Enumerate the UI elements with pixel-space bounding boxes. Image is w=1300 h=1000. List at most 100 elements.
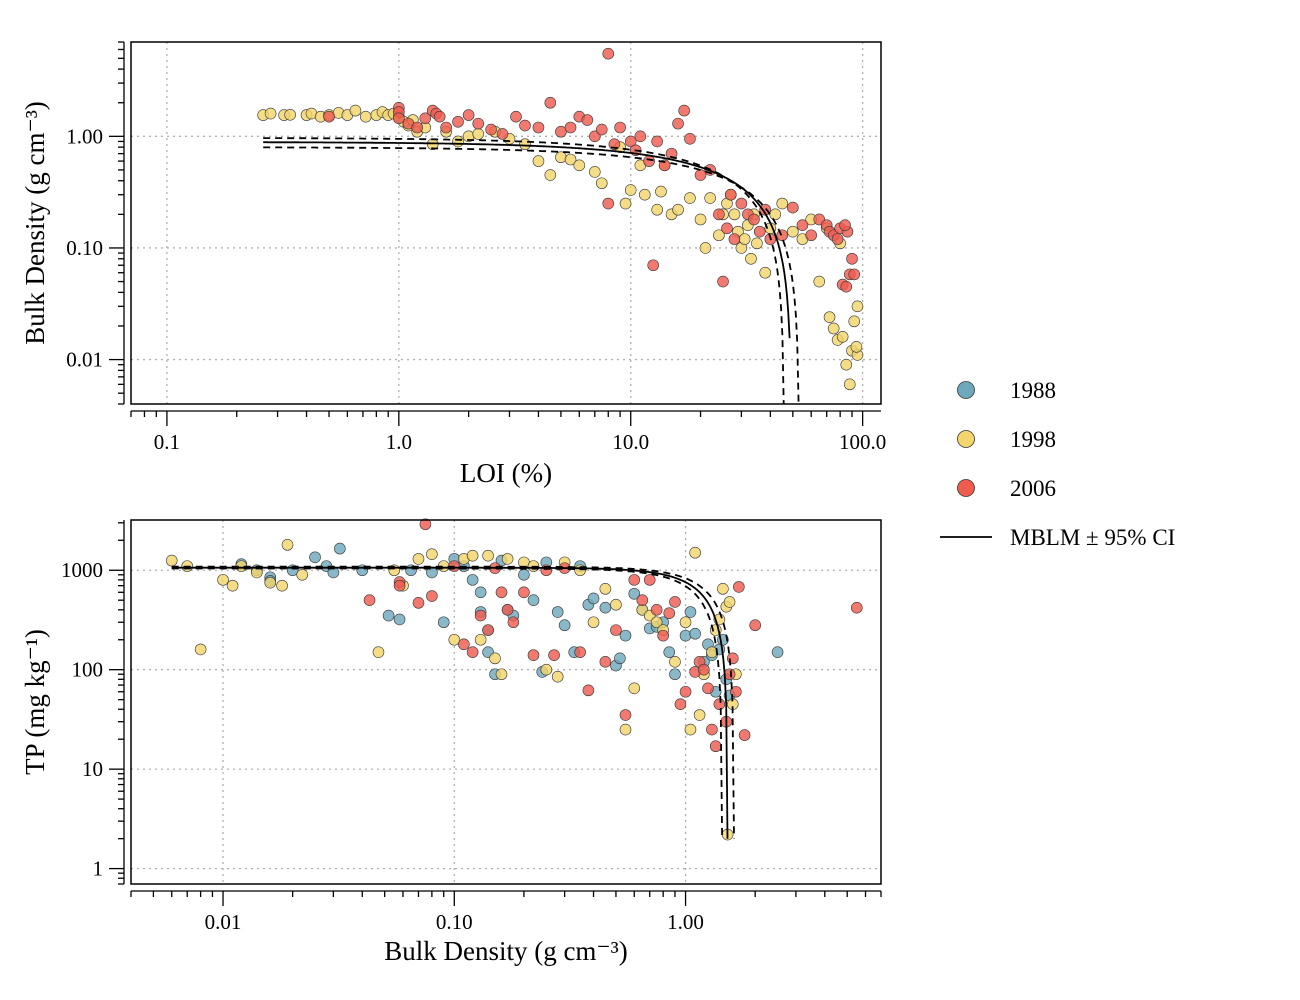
data-point: [602, 47, 615, 60]
series-1998: [165, 539, 742, 841]
data-point: [846, 252, 858, 265]
data-point: [412, 553, 425, 565]
plot-frame: [130, 41, 882, 405]
data-point: [678, 104, 690, 117]
data-point: [264, 107, 277, 120]
data-point: [482, 624, 494, 636]
data-point: [843, 378, 856, 391]
data-point: [363, 594, 376, 606]
data-point: [704, 192, 716, 204]
x-tick-label: 100.0: [839, 430, 886, 454]
data-point: [194, 643, 207, 656]
data-point: [628, 587, 641, 600]
data-point: [745, 252, 757, 265]
data-point: [518, 568, 530, 581]
data-point: [679, 629, 692, 642]
data-point: [639, 188, 651, 201]
data-point: [655, 185, 667, 198]
data-point: [776, 229, 789, 242]
data-point: [323, 110, 335, 123]
data-point: [519, 138, 531, 151]
data-point: [472, 117, 485, 130]
data-point: [595, 123, 608, 136]
data-point: [532, 121, 545, 134]
data-point: [462, 109, 475, 121]
legend-label-1988: 1988: [1010, 378, 1056, 403]
scatter-points: [165, 518, 863, 841]
data-point: [564, 153, 577, 166]
fit-lines: [263, 137, 800, 405]
data-point: [651, 135, 663, 148]
data-point: [735, 197, 748, 210]
data-point: [489, 652, 501, 665]
data-point: [702, 682, 714, 695]
fit-line: [171, 566, 729, 839]
data-point: [694, 169, 707, 181]
ci-line: [171, 567, 723, 839]
data-point: [382, 609, 395, 622]
data-point: [610, 598, 622, 611]
data-point: [713, 208, 725, 221]
data-point: [751, 237, 763, 250]
data-point: [643, 155, 655, 167]
y-tick-label: 1000: [61, 558, 103, 582]
data-point: [518, 586, 530, 599]
data-point: [419, 518, 432, 531]
legend-label-1998: 1998: [1010, 427, 1056, 452]
data-point: [555, 125, 567, 138]
data-point: [574, 646, 586, 658]
data-point: [840, 280, 853, 293]
data-point: [738, 729, 751, 741]
data-point: [749, 619, 761, 632]
data-point: [684, 133, 696, 145]
data-point: [823, 311, 836, 323]
data-point: [759, 266, 771, 279]
data-point: [827, 322, 840, 335]
data-point: [851, 300, 864, 313]
data-point: [650, 616, 663, 629]
data-point: [724, 188, 737, 201]
data-point: [334, 542, 346, 555]
data-point: [587, 592, 600, 605]
data-point: [850, 601, 863, 614]
data-point: [281, 539, 294, 551]
data-point: [614, 121, 626, 134]
data-point: [437, 616, 450, 629]
data-point: [610, 624, 622, 636]
data-point: [693, 709, 706, 721]
x-axis: 0.01 0.10 1.00: [130, 890, 882, 934]
data-point: [651, 203, 663, 216]
data-point: [733, 581, 745, 593]
y-axis: 0.01 0.10 1.00: [66, 41, 125, 405]
data-point: [694, 213, 707, 226]
data-point: [466, 549, 479, 562]
legend-label-2006: 2006: [1010, 476, 1056, 501]
data-point: [628, 574, 641, 586]
data-point: [771, 646, 784, 658]
data-point: [748, 213, 760, 226]
data-point: [848, 268, 861, 281]
data-point: [519, 119, 531, 132]
data-point: [709, 740, 722, 753]
data-point: [679, 685, 692, 698]
data-point: [595, 177, 608, 190]
data-point: [393, 579, 406, 592]
scatter-points: [257, 47, 864, 391]
data-point: [440, 121, 452, 134]
data-point: [587, 616, 600, 629]
data-point: [393, 613, 406, 626]
data-point: [276, 579, 288, 592]
x-tick-label: 1.0: [386, 430, 412, 454]
data-point: [657, 629, 669, 642]
data-point: [540, 663, 553, 676]
data-point: [663, 607, 676, 619]
x-tick-label: 0.1: [154, 430, 180, 454]
y-tick-label: 0.01: [66, 348, 103, 372]
data-point: [619, 709, 632, 721]
data-point: [674, 698, 687, 710]
data-point: [721, 222, 733, 235]
data-point: [589, 130, 601, 143]
data-point: [226, 579, 239, 592]
x-tick-label: 10.0: [612, 430, 649, 454]
